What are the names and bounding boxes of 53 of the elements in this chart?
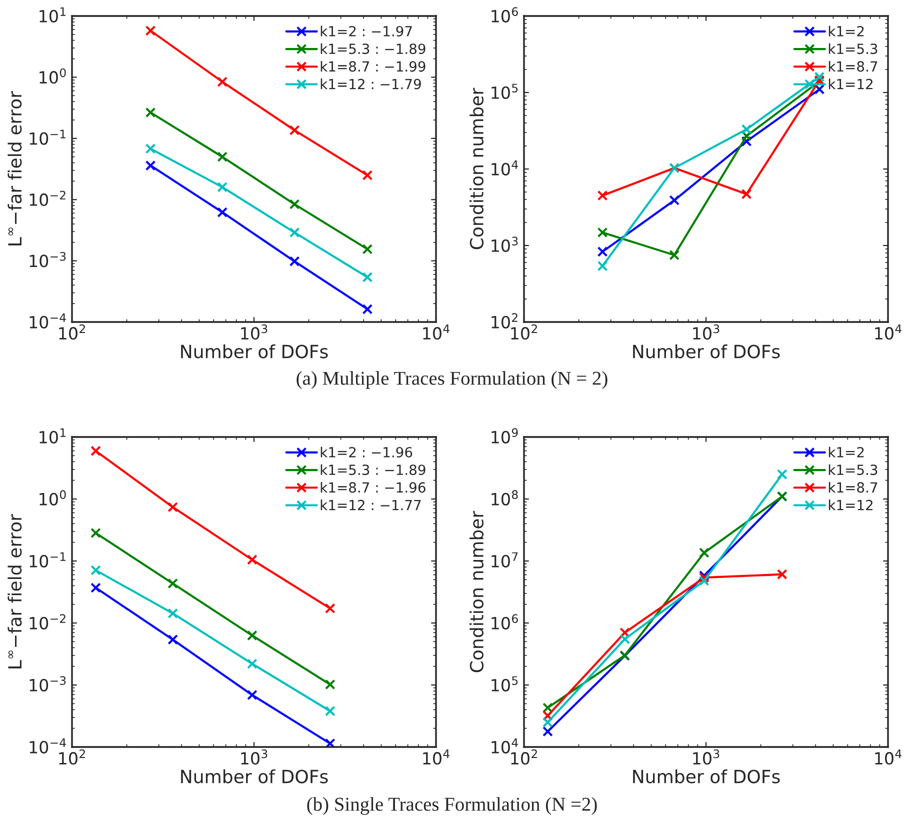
y-axis-title: L$^{∞}$−far field error <box>8 91 22 246</box>
y-tick-label: 10$^{−1}$ <box>30 130 66 145</box>
y-axis-title: L$^{∞}$−far field error <box>8 514 22 668</box>
legend-label: k1=8.7 : −1.96 <box>320 482 426 493</box>
x-tick-label: 10$^{3}$ <box>241 324 268 340</box>
x-axis-title: Number of DOFs <box>181 769 328 784</box>
y-tick-label: 10$^{6}$ <box>492 614 518 630</box>
y-tick-label: 10$^{6}$ <box>492 7 518 22</box>
x-tick-label: 10$^{4}$ <box>875 750 902 765</box>
legend-label: k1=5.3 : −1.89 <box>320 43 426 54</box>
legend-label: k1=5.3 : −1.89 <box>320 464 426 476</box>
x-tick-label: 10$^{3}$ <box>693 749 720 765</box>
y-tick-label: 10$^{3}$ <box>492 236 518 252</box>
y-tick-label: 10$^{5}$ <box>492 84 518 99</box>
y-axis-title: Condition number <box>470 510 484 672</box>
y-tick-label: 10$^{1}$ <box>40 7 66 22</box>
text: (b) Single Traces Formulation (N =2) <box>307 797 597 815</box>
y-tick-label: 10$^{9}$ <box>492 428 518 444</box>
x-tick-label: 10$^{4}$ <box>423 324 450 340</box>
y-axis-title: Condition number <box>470 88 484 250</box>
x-tick-label: 10$^{4}$ <box>875 324 902 340</box>
y-tick-label: 10$^{−1}$ <box>30 552 66 568</box>
legend-label: k1=12 : −1.79 <box>320 78 421 90</box>
x-axis-title: Number of DOFs <box>633 344 780 358</box>
legend-label: k1=2 : −1.97 <box>320 26 412 36</box>
y-tick-label: 10$^{0}$ <box>40 490 66 506</box>
text: (a) Multiple Traces Formulation (N = 2) <box>296 371 608 389</box>
legend-label: k1=12 <box>828 500 872 510</box>
y-tick-label: 10$^{−3}$ <box>30 676 66 692</box>
x-tick-label: 10$^{3}$ <box>693 324 720 340</box>
y-tick-label: 10$^{7}$ <box>492 552 518 568</box>
y-tick-label: 10$^{5}$ <box>492 676 518 692</box>
y-tick-label: 10$^{8}$ <box>492 490 518 506</box>
x-axis-title: Number of DOFs <box>181 344 328 358</box>
y-tick-label: 10$^{4}$ <box>492 160 518 176</box>
legend-label: k1=2 <box>828 446 864 458</box>
legend-label: k1=8.7 <box>828 482 878 493</box>
legend-label: k1=5.3 <box>828 464 878 476</box>
legend-label: k1=8.7 <box>828 60 878 72</box>
legend-label: k1=2 : −1.96 <box>320 446 412 458</box>
legend-label: k1=12 <box>828 78 872 90</box>
y-tick-label: 10$^{0}$ <box>40 68 66 84</box>
x-tick-label: 10$^{3}$ <box>241 749 268 765</box>
y-tick-label: 10$^{−2}$ <box>30 190 66 206</box>
y-tick-label: 10$^{−2}$ <box>30 614 66 630</box>
y-tick-label: 10$^{−3}$ <box>30 252 66 268</box>
x-tick-label: 10$^{4}$ <box>423 750 450 765</box>
legend-label: k1=12 : −1.77 <box>320 500 421 510</box>
y-tick-label: 10$^{1}$ <box>40 428 66 444</box>
legend-label: k1=2 <box>828 26 864 36</box>
x-axis-title: Number of DOFs <box>633 769 780 784</box>
legend-label: k1=8.7 : −1.99 <box>320 60 426 72</box>
legend-label: k1=5.3 <box>828 43 878 54</box>
